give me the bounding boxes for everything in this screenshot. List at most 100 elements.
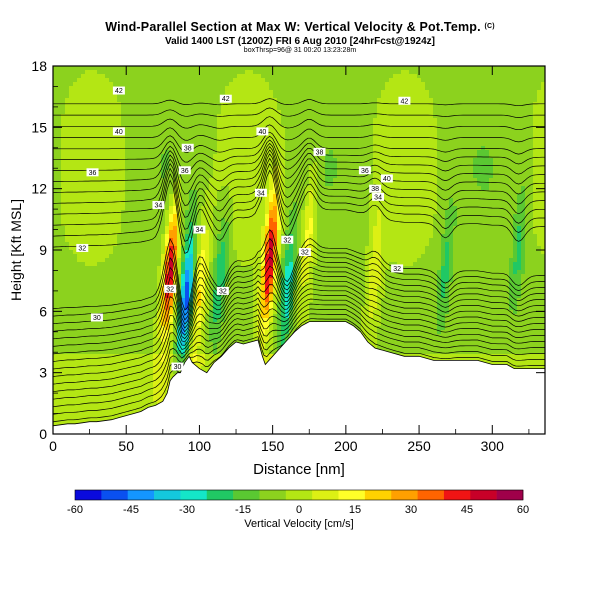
field-cell xyxy=(57,126,62,131)
field-cell xyxy=(169,198,174,203)
field-cell xyxy=(197,90,202,95)
field-cell xyxy=(73,150,78,155)
field-cell xyxy=(201,70,206,75)
field-cell xyxy=(417,182,422,187)
field-cell xyxy=(409,174,414,179)
field-cell xyxy=(213,178,218,183)
field-cell xyxy=(225,182,230,187)
field-cell xyxy=(397,78,402,83)
field-cell xyxy=(129,74,134,79)
field-cell xyxy=(205,206,210,211)
field-cell xyxy=(213,222,218,227)
field-cell xyxy=(413,66,418,71)
field-cell xyxy=(405,134,410,139)
field-cell xyxy=(365,118,370,123)
field-cell xyxy=(269,182,274,187)
field-cell xyxy=(389,82,394,87)
field-cell xyxy=(285,162,290,167)
field-cell xyxy=(225,170,230,175)
field-cell xyxy=(393,194,398,199)
field-cell xyxy=(121,190,126,195)
field-cell xyxy=(361,158,366,163)
field-cell xyxy=(269,114,274,119)
field-cell xyxy=(373,150,378,155)
field-cell xyxy=(133,90,138,95)
field-cell xyxy=(413,98,418,103)
field-cell xyxy=(389,102,394,107)
field-cell xyxy=(453,166,458,171)
field-cell xyxy=(273,210,278,215)
field-cell xyxy=(401,162,406,167)
field-cell xyxy=(345,162,350,167)
field-cell xyxy=(401,218,406,223)
field-cell xyxy=(153,126,158,131)
field-cell xyxy=(505,126,510,131)
field-cell xyxy=(141,118,146,123)
field-cell xyxy=(357,86,362,91)
field-cell xyxy=(137,174,142,179)
field-cell xyxy=(401,130,406,135)
field-cell xyxy=(185,106,190,111)
field-cell xyxy=(421,106,426,111)
field-cell xyxy=(81,158,86,163)
field-cell xyxy=(525,134,530,139)
field-cell xyxy=(217,90,222,95)
field-cell xyxy=(381,166,386,171)
field-cell xyxy=(221,110,226,115)
field-cell xyxy=(209,94,214,99)
field-cell xyxy=(293,90,298,95)
field-cell xyxy=(485,98,490,103)
field-cell xyxy=(85,70,90,75)
field-cell xyxy=(477,94,482,99)
field-cell xyxy=(377,202,382,207)
field-cell xyxy=(185,90,190,95)
field-cell xyxy=(501,194,506,199)
field-cell xyxy=(529,78,534,83)
field-cell xyxy=(145,114,150,119)
field-cell xyxy=(525,170,530,175)
field-cell xyxy=(233,190,238,195)
field-cell xyxy=(105,222,110,227)
field-cell xyxy=(473,186,478,191)
field-cell xyxy=(197,122,202,127)
field-cell xyxy=(149,130,154,135)
field-cell xyxy=(465,186,470,191)
field-cell xyxy=(369,206,374,211)
field-cell xyxy=(237,174,242,179)
field-cell xyxy=(73,222,78,227)
field-cell xyxy=(177,158,182,163)
field-cell xyxy=(209,186,214,191)
field-cell xyxy=(289,194,294,199)
field-cell xyxy=(189,170,194,175)
field-cell xyxy=(489,170,494,175)
field-cell xyxy=(313,186,318,191)
field-cell xyxy=(277,162,282,167)
field-cell xyxy=(117,98,122,103)
field-cell xyxy=(113,146,118,151)
field-cell xyxy=(473,74,478,79)
field-cell xyxy=(109,158,114,163)
field-cell xyxy=(349,86,354,91)
field-cell xyxy=(213,82,218,87)
field-cell xyxy=(345,110,350,115)
field-cell xyxy=(321,134,326,139)
field-cell xyxy=(153,82,158,87)
field-cell xyxy=(269,186,274,191)
field-cell xyxy=(249,106,254,111)
field-cell xyxy=(125,226,130,231)
field-cell xyxy=(189,138,194,143)
field-cell xyxy=(233,214,238,219)
field-cell xyxy=(81,210,86,215)
field-cell xyxy=(73,138,78,143)
field-cell xyxy=(257,98,262,103)
field-cell xyxy=(161,222,166,227)
field-cell xyxy=(489,86,494,91)
field-cell xyxy=(461,154,466,159)
field-cell xyxy=(433,162,438,167)
field-cell xyxy=(165,82,170,87)
field-cell xyxy=(209,190,214,195)
field-cell xyxy=(133,110,138,115)
field-cell xyxy=(153,154,158,159)
field-cell xyxy=(165,102,170,107)
field-cell xyxy=(285,182,290,187)
